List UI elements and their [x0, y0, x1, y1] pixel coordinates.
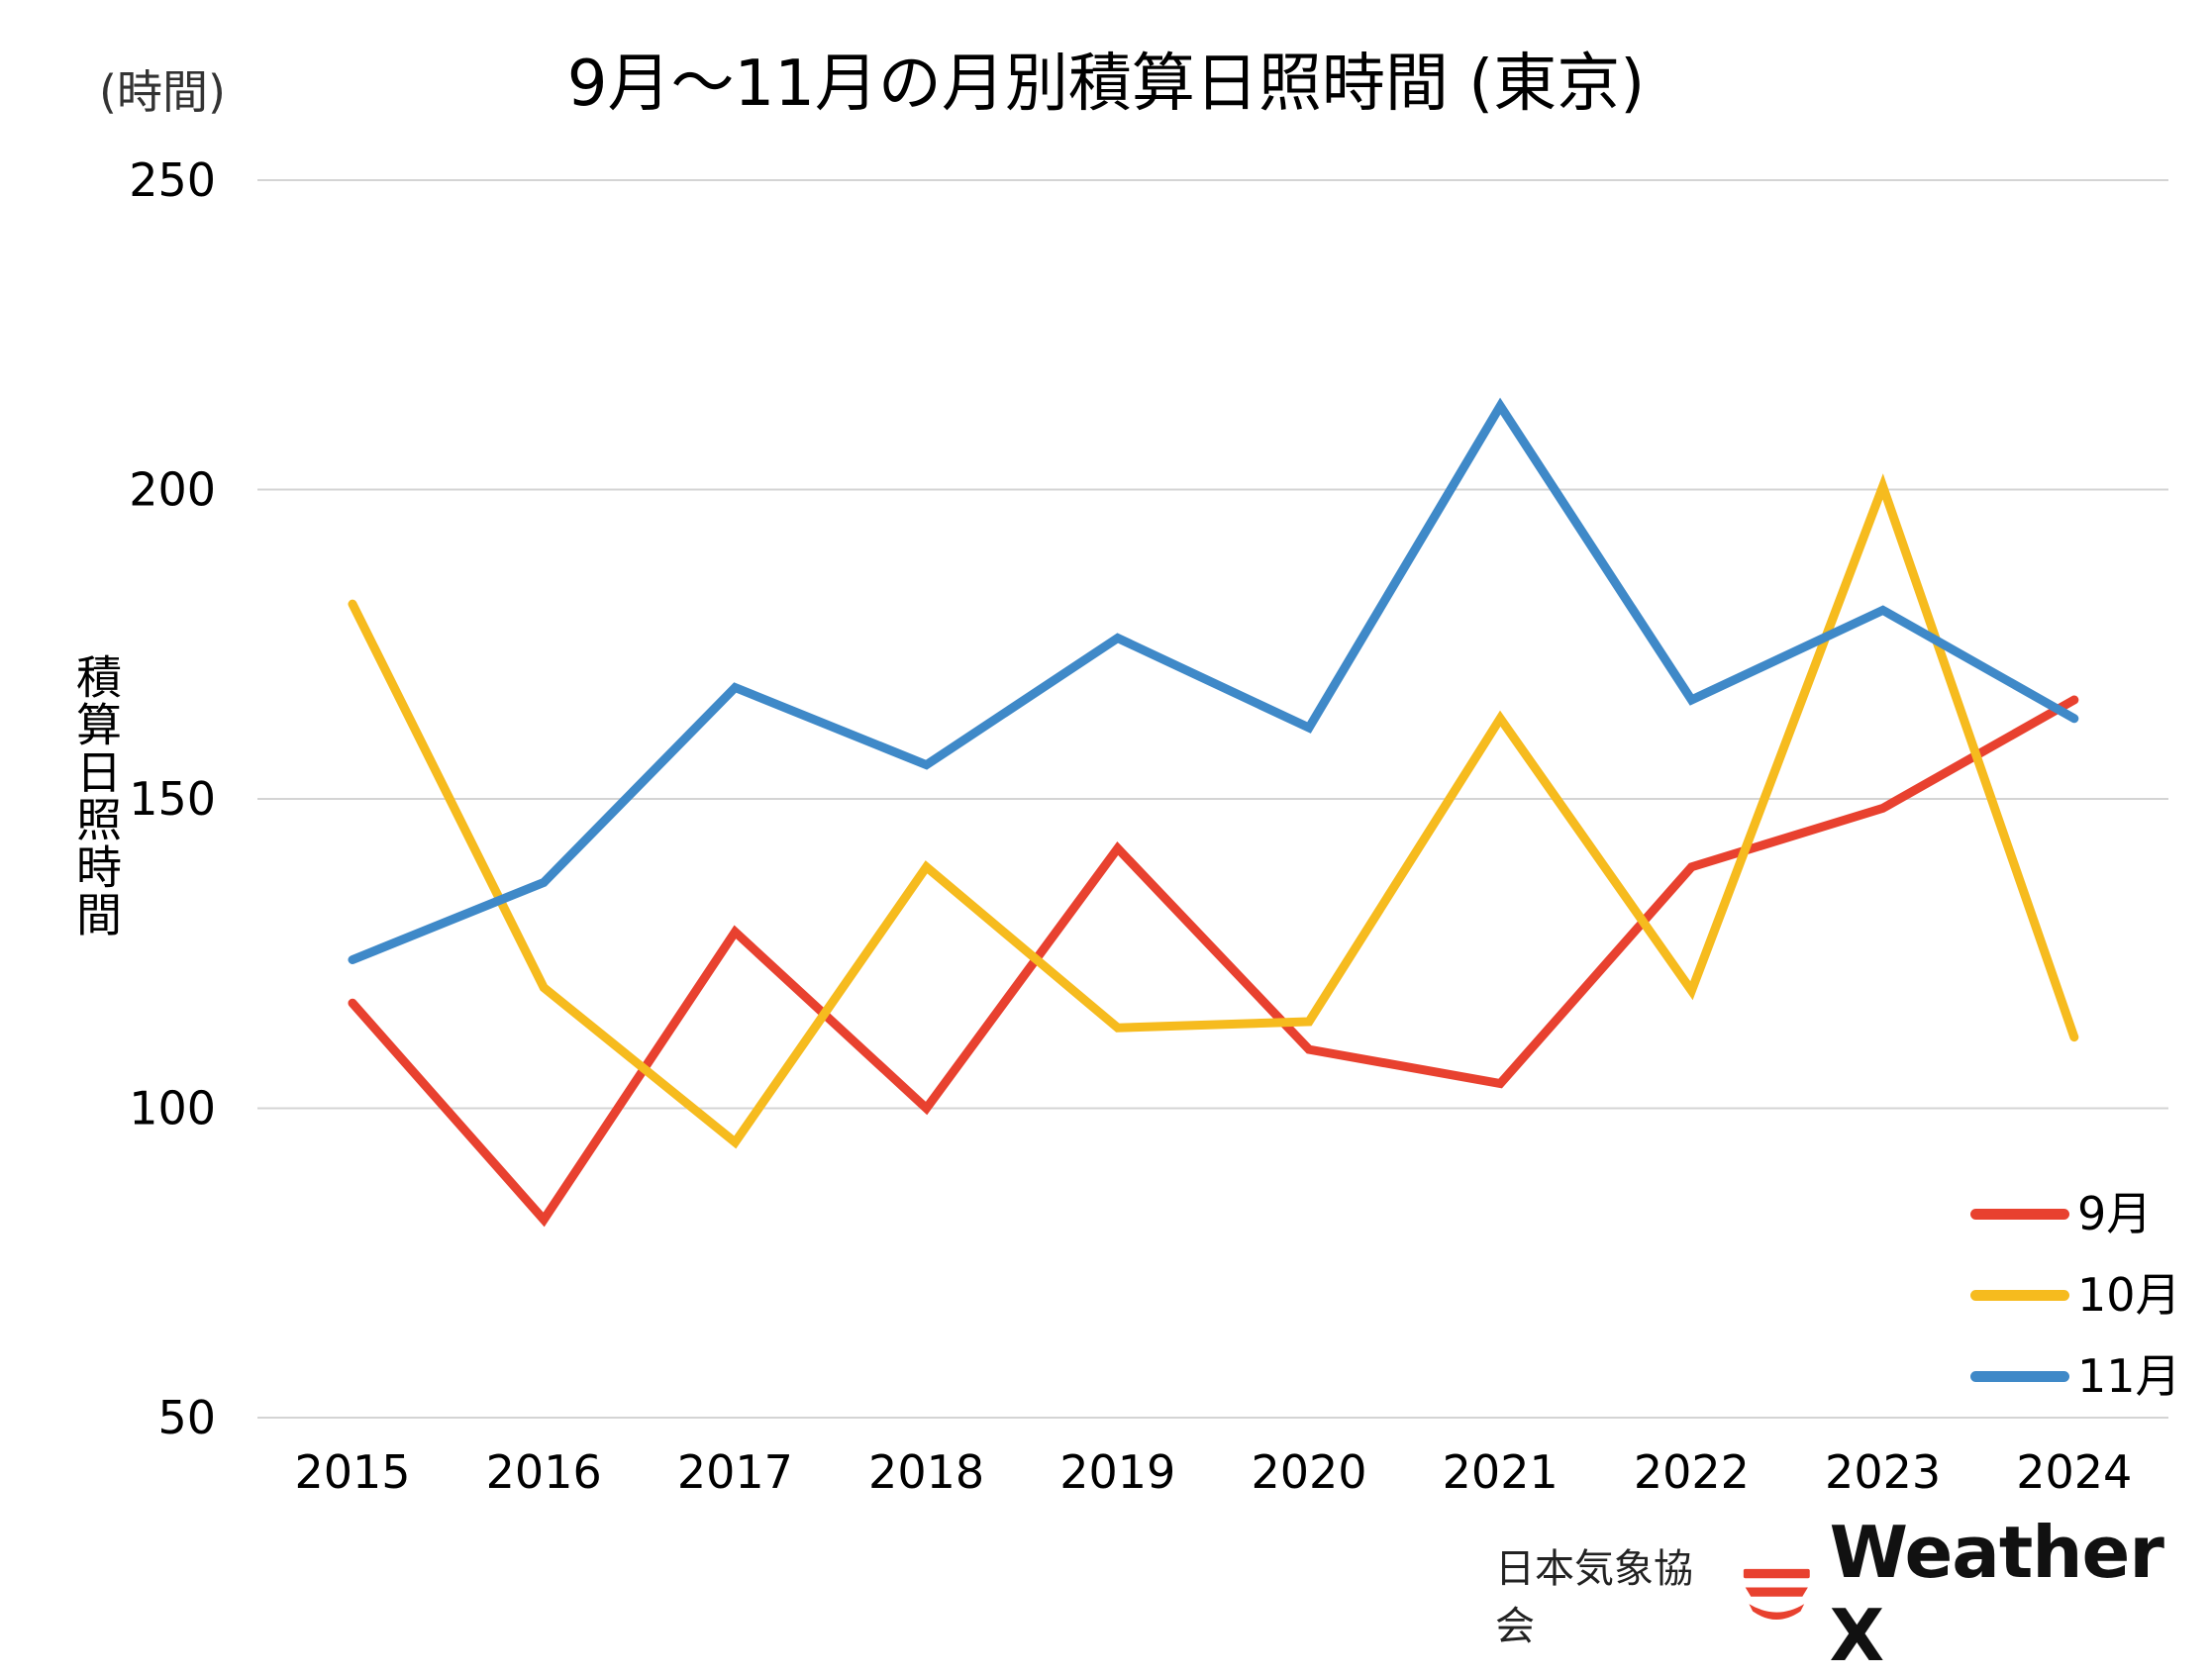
y-tick-label: 150	[129, 772, 216, 826]
legend-label: 10月	[2077, 1265, 2181, 1325]
series-lines	[352, 406, 2074, 1220]
gridlines	[257, 180, 2168, 1418]
x-tick-label: 2022	[1634, 1445, 1750, 1499]
legend-item: 9月	[1970, 1173, 2181, 1254]
legend-swatch	[1970, 1290, 2069, 1301]
x-tick-label: 2016	[486, 1445, 602, 1499]
y-tick-label: 250	[129, 153, 216, 207]
x-tick-label: 2015	[294, 1445, 410, 1499]
weather-x-logo-icon	[1742, 1561, 1812, 1627]
y-tick-labels: 50 100 150 200 250	[129, 153, 216, 1444]
legend-item: 11月	[1970, 1335, 2181, 1417]
legend-swatch	[1970, 1209, 2069, 1220]
brand-name: Weather X	[1830, 1511, 2212, 1677]
y-tick-label: 200	[129, 463, 216, 517]
x-tick-label: 2018	[868, 1445, 984, 1499]
y-tick-label: 100	[129, 1082, 216, 1135]
legend: 9月 10月 11月	[1970, 1173, 2181, 1417]
y-tick-label: 50	[157, 1391, 216, 1444]
x-tick-label: 2017	[677, 1445, 793, 1499]
series-line-1	[352, 700, 2074, 1220]
legend-label: 11月	[2077, 1346, 2181, 1406]
x-tick-label: 2024	[2016, 1445, 2132, 1499]
footer-branding: 日本気象協会 Weather X	[1495, 1554, 2212, 1633]
legend-label: 9月	[2077, 1184, 2152, 1243]
publisher-name: 日本気象協会	[1495, 1536, 1716, 1651]
x-tick-label: 2019	[1059, 1445, 1175, 1499]
x-tick-label: 2021	[1443, 1445, 1558, 1499]
x-tick-label: 2020	[1251, 1445, 1366, 1499]
x-tick-labels: 2015 2016 2017 2018 2019 2020 2021 2022 2023 2024	[294, 1445, 2132, 1499]
legend-swatch	[1970, 1371, 2069, 1382]
legend-item: 10月	[1970, 1254, 2181, 1335]
x-tick-label: 2023	[1825, 1445, 1941, 1499]
